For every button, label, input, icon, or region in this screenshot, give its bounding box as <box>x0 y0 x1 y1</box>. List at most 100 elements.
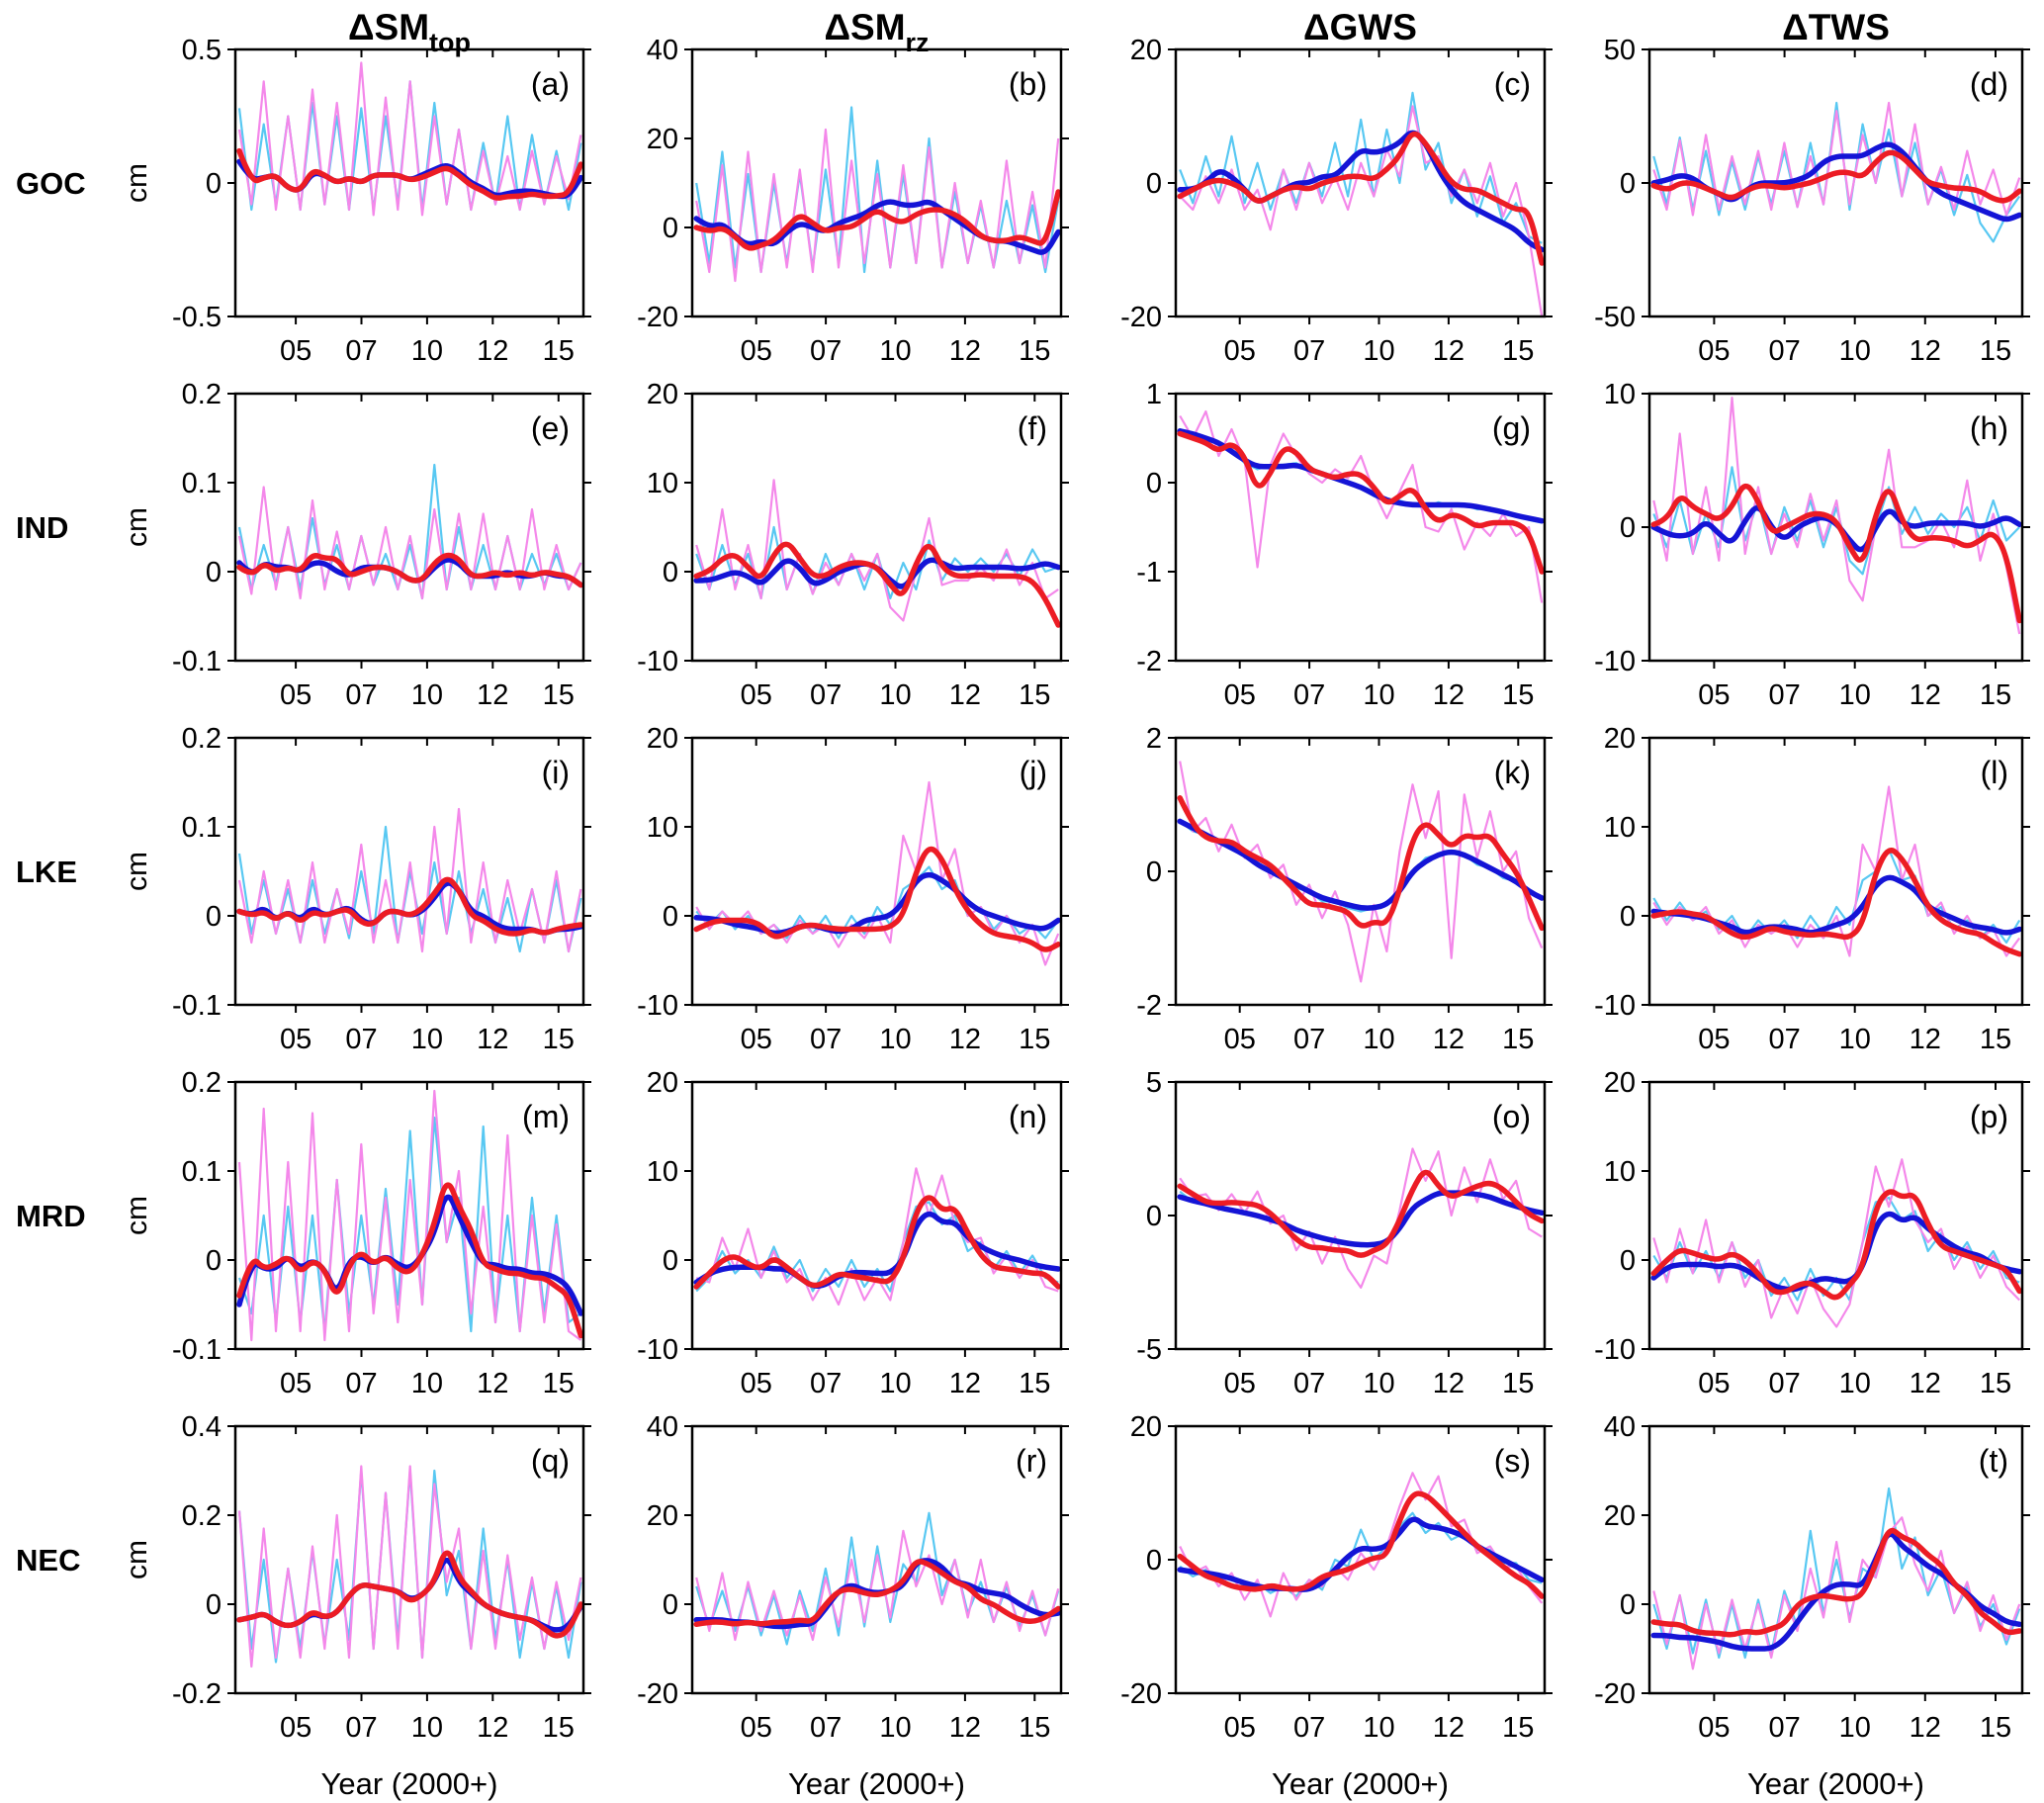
plot-box <box>233 392 585 663</box>
panel-tag: (j) <box>1020 755 1047 790</box>
x-tick-label: 07 <box>810 1712 842 1744</box>
panel-t: 05 07 10 12 15 -20 0 20 40 (t) Year (2000+) <box>1560 1397 2044 1803</box>
y-tick-label: -10 <box>637 990 678 1022</box>
y-tick-label: -0.5 <box>172 302 222 333</box>
figure-row-mrd: 05 07 10 12 15 -0.1 0 0.1 0.2 (m) MRD cm 05 07 10 12 15-… <box>0 1052 2044 1397</box>
y-tick-label: -20 <box>637 1678 678 1710</box>
x-tick-label: 12 <box>949 679 981 708</box>
x-tick-label: 10 <box>1363 679 1394 708</box>
panel-p: 05 07 10 12 15 -10 0 10 20 (p) <box>1560 1052 2044 1397</box>
x-tick-label: 15 <box>1980 1712 2011 1744</box>
panel-tag: (o) <box>1492 1099 1531 1134</box>
x-tick-label: 10 <box>1363 1024 1394 1052</box>
x-tick-label: 12 <box>949 1024 981 1052</box>
y-tick-label: 10 <box>647 1156 678 1188</box>
series-violet-line <box>695 128 1060 283</box>
x-tick-label: 12 <box>949 1712 981 1744</box>
x-tick-label: 10 <box>411 679 443 708</box>
x-tick-label: 15 <box>1019 1024 1050 1052</box>
x-tick-label: 10 <box>879 1368 911 1397</box>
series-red-line <box>693 1559 1060 1628</box>
y-tick-label: -2 <box>1136 990 1162 1022</box>
x-tick-label: 15 <box>1502 1712 1534 1744</box>
x-tick-label: 07 <box>810 335 842 364</box>
x-tick-label: 05 <box>1698 1712 1730 1744</box>
y-tick-label: -5 <box>1136 1334 1162 1366</box>
x-tick-label: 15 <box>1502 1368 1534 1397</box>
series-blue-line <box>1650 1211 2021 1293</box>
y-axis-unit-label: cm <box>121 163 153 203</box>
x-tick-label: 05 <box>280 1368 311 1397</box>
y-tick-label: -10 <box>1594 990 1636 1022</box>
figure-row-lke: 05 07 10 12 15 -0.1 0 0.1 0.2 (i) LKE cm 05 07 10 12 15 -… <box>0 708 2044 1052</box>
x-tick-label: 12 <box>1433 335 1465 364</box>
y-tick-label: 0.4 <box>182 1411 222 1443</box>
x-tick-label: 05 <box>741 1368 772 1397</box>
y-tick-label: 0 <box>663 1245 678 1277</box>
y-tick-label: -1 <box>1136 557 1162 588</box>
y-tick-label: -20 <box>1120 1678 1162 1710</box>
y-tick-label: 20 <box>1604 1067 1636 1099</box>
y-tick-label: -2 <box>1136 646 1162 677</box>
x-tick-label: 05 <box>1698 335 1730 364</box>
x-tick-label: 10 <box>1839 1712 1871 1744</box>
x-tick-label: 12 <box>949 1368 981 1397</box>
column-title: ΔTWS <box>1782 7 1890 47</box>
x-tick-label: 07 <box>345 1712 377 1744</box>
plot-box <box>233 1424 585 1695</box>
y-tick-label: 0.1 <box>182 1156 222 1188</box>
x-tick-label: 12 <box>1910 335 1941 364</box>
x-tick-label: 10 <box>411 335 443 364</box>
x-tick-label: 05 <box>741 679 772 708</box>
x-tick-label: 15 <box>1019 679 1050 708</box>
series-violet-line <box>1652 1516 2021 1670</box>
series-violet-line <box>237 1089 582 1342</box>
panel-i: 05 07 10 12 15 -0.1 0 0.1 0.2 (i) LKE cm <box>0 708 593 1052</box>
y-tick-label: 0.1 <box>182 468 222 499</box>
x-tick-label: 07 <box>810 1024 842 1052</box>
x-tick-label: 05 <box>1224 679 1256 708</box>
panel-j: 05 07 10 12 15 -10 0 10 20 (j) <box>593 708 1077 1052</box>
panel-tag: (f) <box>1018 410 1047 446</box>
panel-s: 05 07 10 12 15 -20 0 20 (s) Year (2000+) <box>1077 1397 1560 1803</box>
x-axis-label: Year (2000+) <box>1747 1766 1924 1801</box>
panel-tag: (m) <box>522 1099 570 1134</box>
y-tick-label: 2 <box>1146 723 1162 755</box>
x-tick-label: 05 <box>1698 679 1730 708</box>
y-tick-label: 0 <box>206 901 222 933</box>
x-tick-label: 15 <box>1980 1368 2011 1397</box>
y-tick-label: 0 <box>206 557 222 588</box>
x-tick-label: 07 <box>1768 1024 1800 1052</box>
y-tick-label: 0 <box>206 168 222 200</box>
panel-tag: (i) <box>542 755 570 790</box>
panel-tag: (d) <box>1970 66 2008 102</box>
y-tick-label: 0 <box>206 1245 222 1277</box>
plot-box <box>690 392 1063 663</box>
series-red-line <box>693 541 1060 628</box>
y-tick-label: 10 <box>1604 1156 1636 1188</box>
panel-g: 05 07 10 12 15 -2 -1 0 1 (g) <box>1077 364 1560 708</box>
x-tick-label: 15 <box>1019 335 1050 364</box>
y-tick-label: 5 <box>1146 1067 1162 1099</box>
x-tick-label: 10 <box>411 1368 443 1397</box>
panel-tag: (a) <box>531 66 570 102</box>
y-tick-label: 0 <box>1620 1245 1636 1277</box>
panel-l: 05 07 10 12 15 -10 0 10 20 (l) <box>1560 708 2044 1052</box>
figure-row-nec: 05 07 10 12 15 -0.2 0 0.2 0.4 (q) NEC cm Year (2000+… <box>0 1397 2044 1803</box>
series-red-line <box>693 1195 1060 1290</box>
x-tick-label: 07 <box>1293 679 1325 708</box>
x-tick-label: 05 <box>1224 1368 1256 1397</box>
series-red-line <box>236 552 582 588</box>
y-tick-label: 0 <box>1620 168 1636 200</box>
y-axis-unit-label: cm <box>121 1540 153 1579</box>
series-red-line <box>236 147 582 201</box>
panel-c: 05 07 10 12 15 -20 0 20 (c) ΔGWS <box>1077 0 1560 364</box>
plot-box <box>690 736 1063 1007</box>
x-tick-label: 10 <box>1839 679 1871 708</box>
x-tick-label: 07 <box>1293 1368 1325 1397</box>
y-tick-label: -50 <box>1594 302 1636 333</box>
x-tick-label: 12 <box>1433 1024 1465 1052</box>
x-tick-label: 07 <box>810 1368 842 1397</box>
series-red-line <box>1650 483 2021 624</box>
x-tick-label: 15 <box>543 335 575 364</box>
